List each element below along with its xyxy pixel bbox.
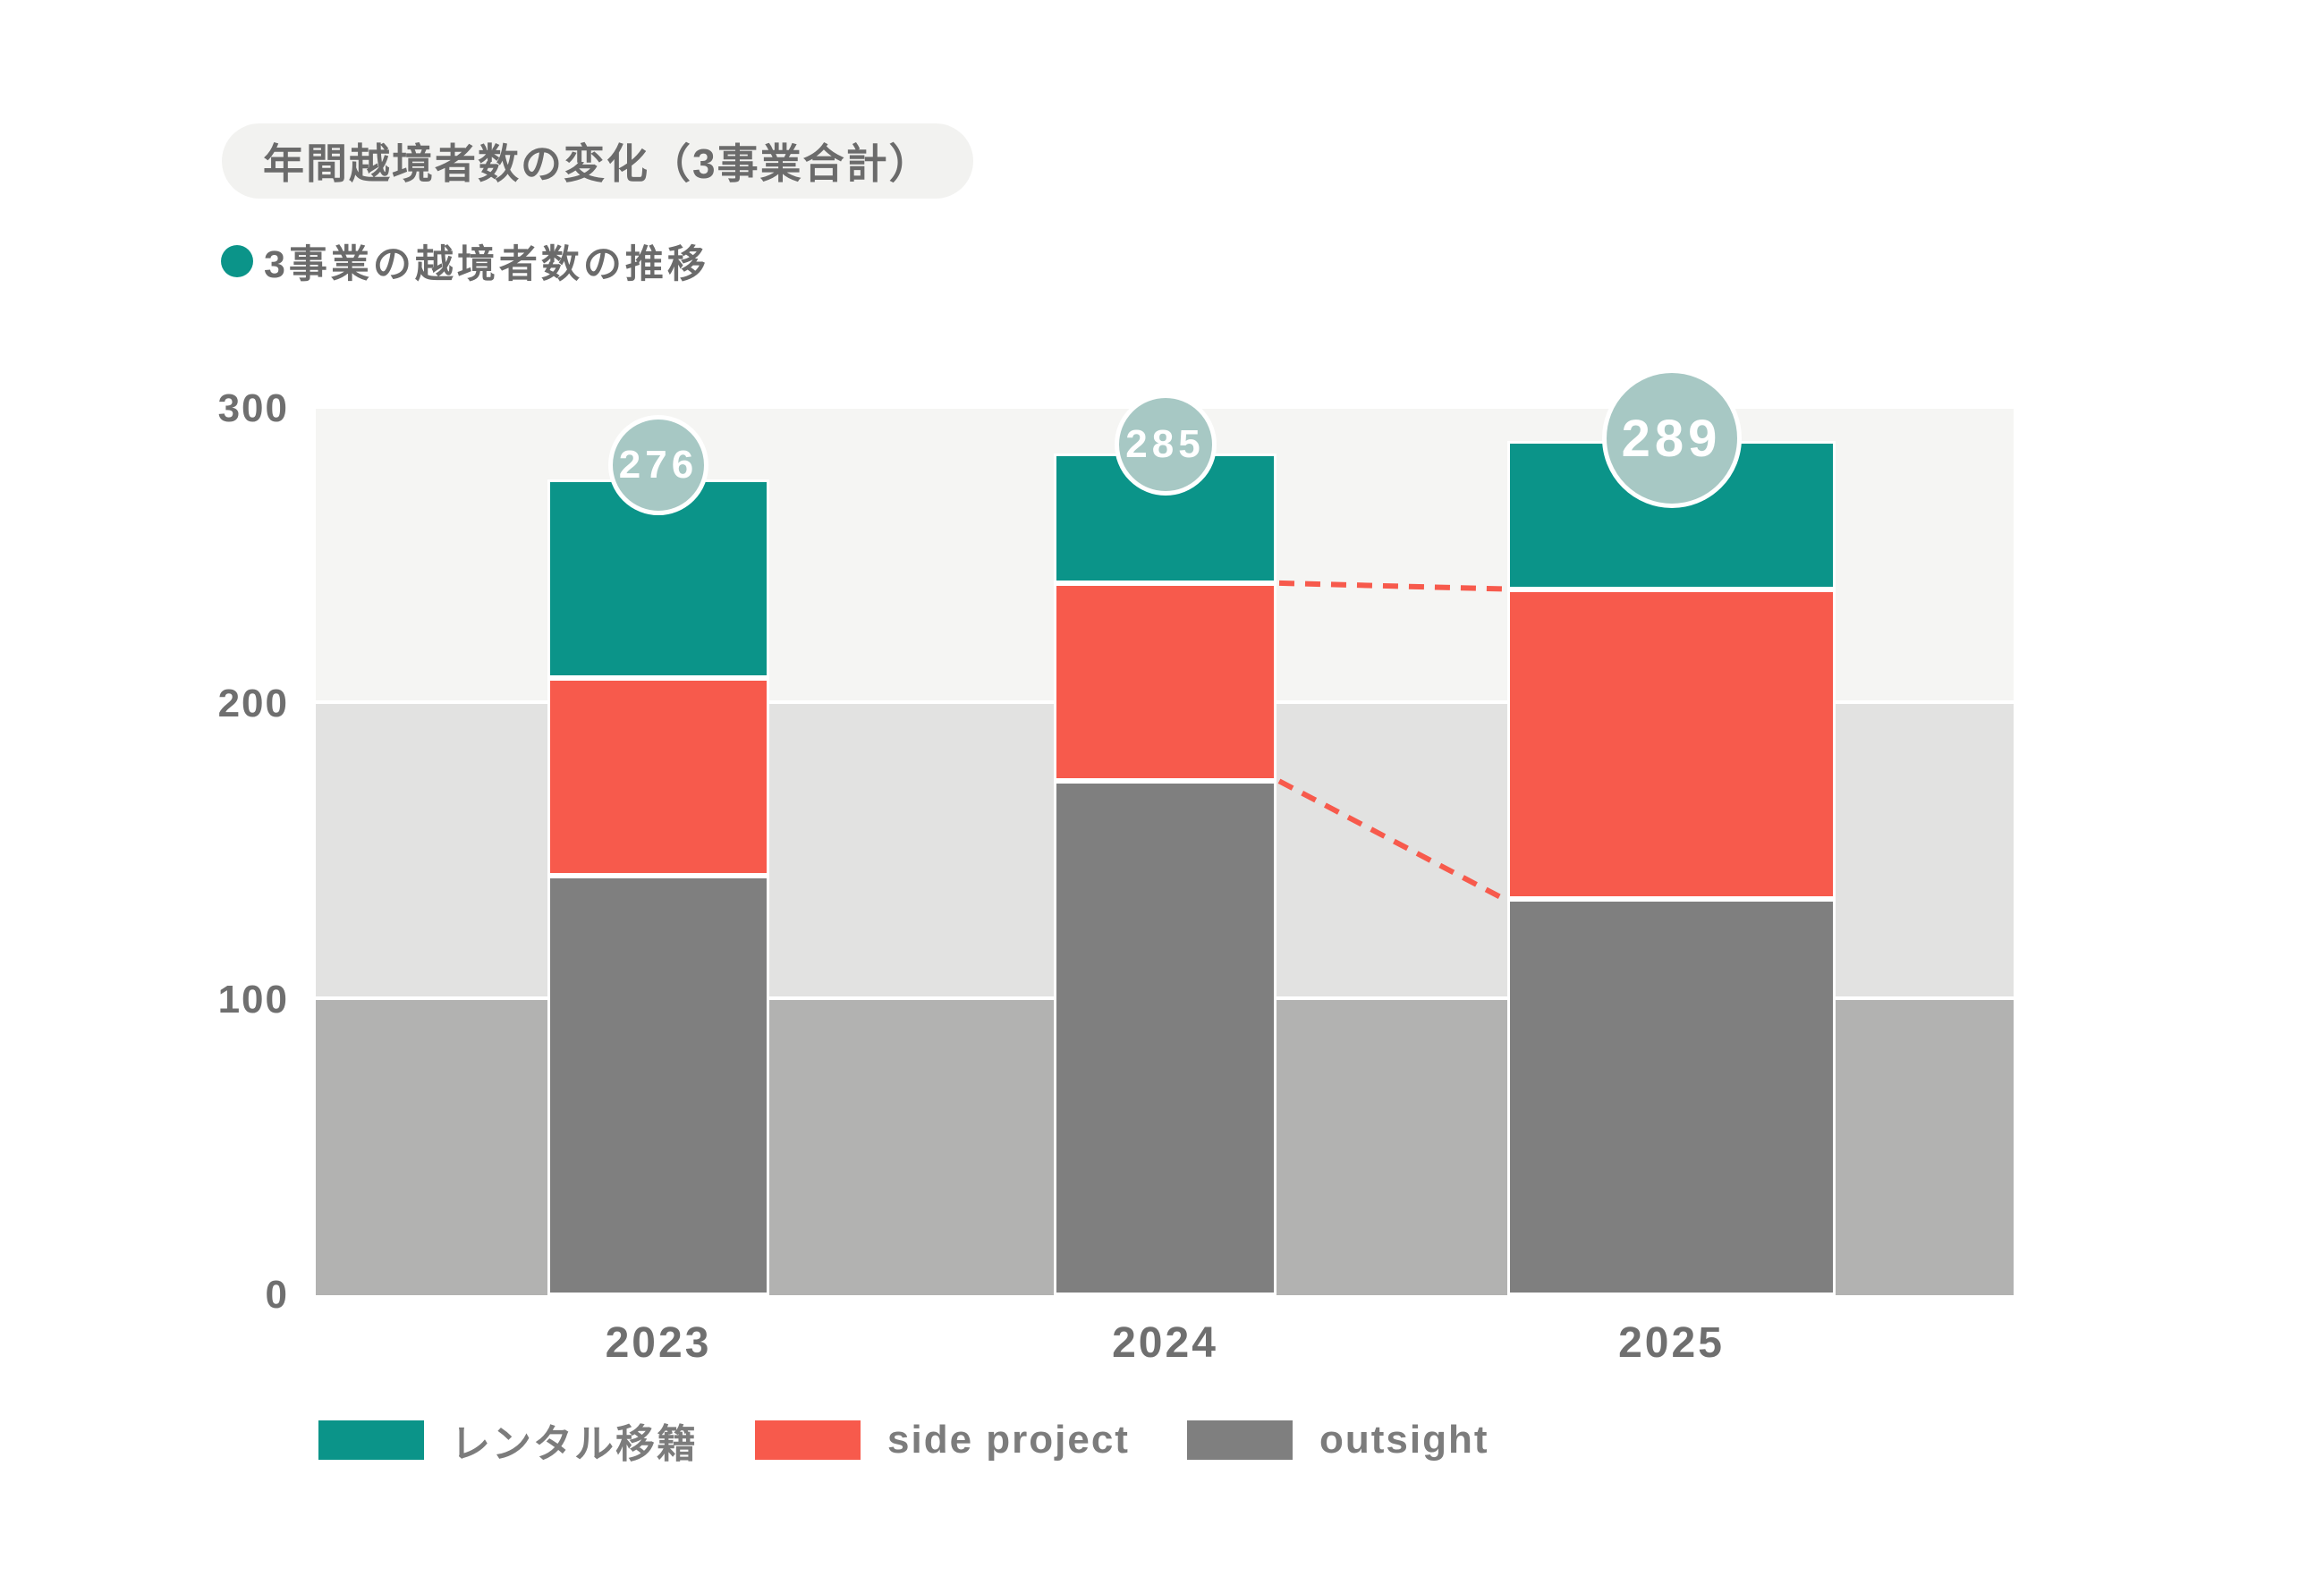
total-badge-2023: 276 — [608, 415, 708, 516]
chart-title-pill: 年間越境者数の変化（3事業合計） — [222, 123, 973, 199]
bar-2023-segment-outsight — [547, 875, 769, 1295]
plot-area: 276 285 289 — [316, 369, 2014, 1295]
legend: レンタル移籍 side project outsight — [318, 1411, 1489, 1469]
y-axis-label-100: 100 — [217, 977, 289, 1021]
bar-2025-segment-side project — [1507, 589, 1836, 900]
bar-2025-segment-outsight — [1507, 899, 1836, 1295]
subtitle-bullet-icon — [221, 245, 253, 277]
chart-subtitle: 3事業の越境者数の推移 — [264, 243, 709, 286]
x-axis-label-2024: 2024 — [1112, 1319, 1218, 1367]
legend-item-レンタル移籍: レンタル移籍 — [318, 1411, 698, 1469]
legend-swatch-icon — [755, 1420, 861, 1460]
bar-2023-segment-レンタル移籍 — [547, 479, 769, 678]
bar-2024 — [1054, 409, 1277, 1295]
bar-2025 — [1507, 409, 1836, 1295]
legend-item-side project: side project — [755, 1418, 1130, 1462]
y-axis-label-200: 200 — [217, 682, 289, 726]
bar-2023-segment-side project — [547, 677, 769, 876]
legend-item-outsight: outsight — [1186, 1418, 1489, 1462]
x-axis-label-2025: 2025 — [1618, 1319, 1725, 1367]
total-badge-2025: 289 — [1601, 369, 1742, 509]
y-axis-label-0: 0 — [265, 1273, 289, 1317]
legend-label: レンタル移籍 — [451, 1422, 698, 1466]
bar-2023 — [547, 409, 769, 1295]
bar-2024-segment-side project — [1054, 582, 1277, 782]
bar-2024-segment-レンタル移籍 — [1054, 453, 1277, 583]
legend-label: outsight — [1319, 1418, 1489, 1462]
legend-swatch-icon — [1186, 1420, 1293, 1460]
chart-subtitle-row: 3事業の越境者数の推移 — [221, 238, 709, 286]
legend-label: side project — [887, 1418, 1130, 1462]
x-axis-label-2023: 2023 — [605, 1319, 712, 1367]
chart-title: 年間越境者数の変化（3事業合計） — [263, 140, 932, 187]
total-badge-2024: 285 — [1114, 393, 1217, 496]
y-axis-label-300: 300 — [217, 386, 289, 430]
bar-2024-segment-outsight — [1054, 781, 1277, 1295]
legend-swatch-icon — [318, 1420, 424, 1460]
